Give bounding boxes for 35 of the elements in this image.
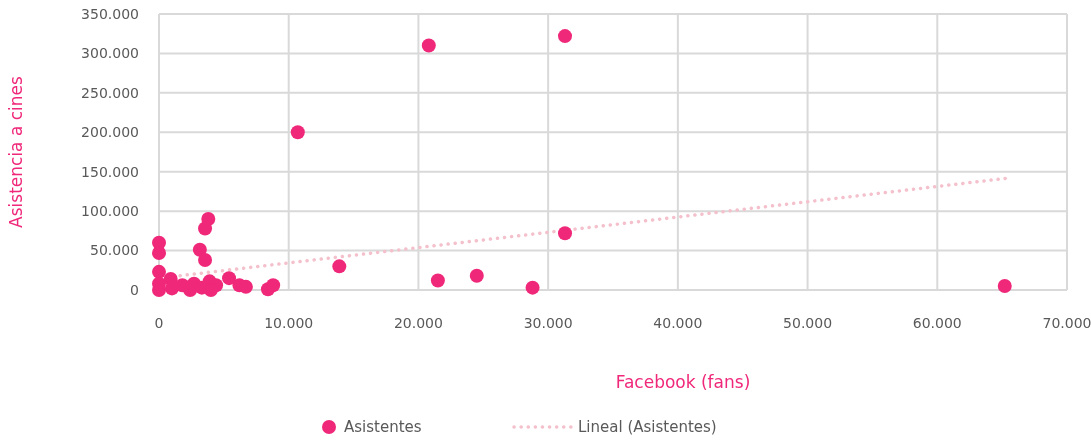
- point: [421, 38, 436, 53]
- x-tick-label: 70.000: [1042, 315, 1091, 331]
- point: [222, 271, 237, 286]
- x-axis-title: Facebook (fans): [615, 372, 751, 392]
- y-tick-label: 200.000: [81, 124, 139, 141]
- point: [332, 259, 347, 274]
- y-tick-label: 250.000: [81, 84, 139, 101]
- x-tick-label: 30.000: [523, 315, 573, 331]
- x-tick-label: 50.000: [783, 315, 833, 331]
- point: [192, 242, 207, 257]
- x-tick-label: 10.000: [264, 315, 314, 331]
- y-axis-title: Asistencia a cines: [6, 75, 26, 228]
- y-tick-label: 150.000: [81, 163, 139, 180]
- point: [152, 264, 166, 279]
- x-tick-label: 60.000: [912, 315, 962, 331]
- x-tick-label: 0: [154, 315, 164, 331]
- x-tick-label: 20.000: [393, 315, 443, 331]
- point: [290, 125, 305, 140]
- point: [525, 280, 540, 295]
- y-tick-label: 0: [130, 281, 139, 298]
- point: [558, 226, 573, 241]
- x-tick-label: 40.000: [653, 315, 703, 331]
- point: [558, 29, 573, 44]
- y-tick-label: 100.000: [81, 203, 139, 220]
- y-tick-label: 350.000: [81, 5, 139, 22]
- point: [198, 253, 213, 268]
- point: [997, 279, 1012, 294]
- point: [430, 273, 445, 288]
- point: [201, 212, 216, 227]
- y-tick-label: 300.000: [81, 45, 139, 62]
- legend-label: Asistentes: [344, 418, 422, 436]
- y-tick-label: 50.000: [90, 242, 139, 259]
- point: [469, 268, 484, 283]
- legend-label: Lineal (Asistentes): [578, 418, 717, 436]
- point: [266, 278, 281, 293]
